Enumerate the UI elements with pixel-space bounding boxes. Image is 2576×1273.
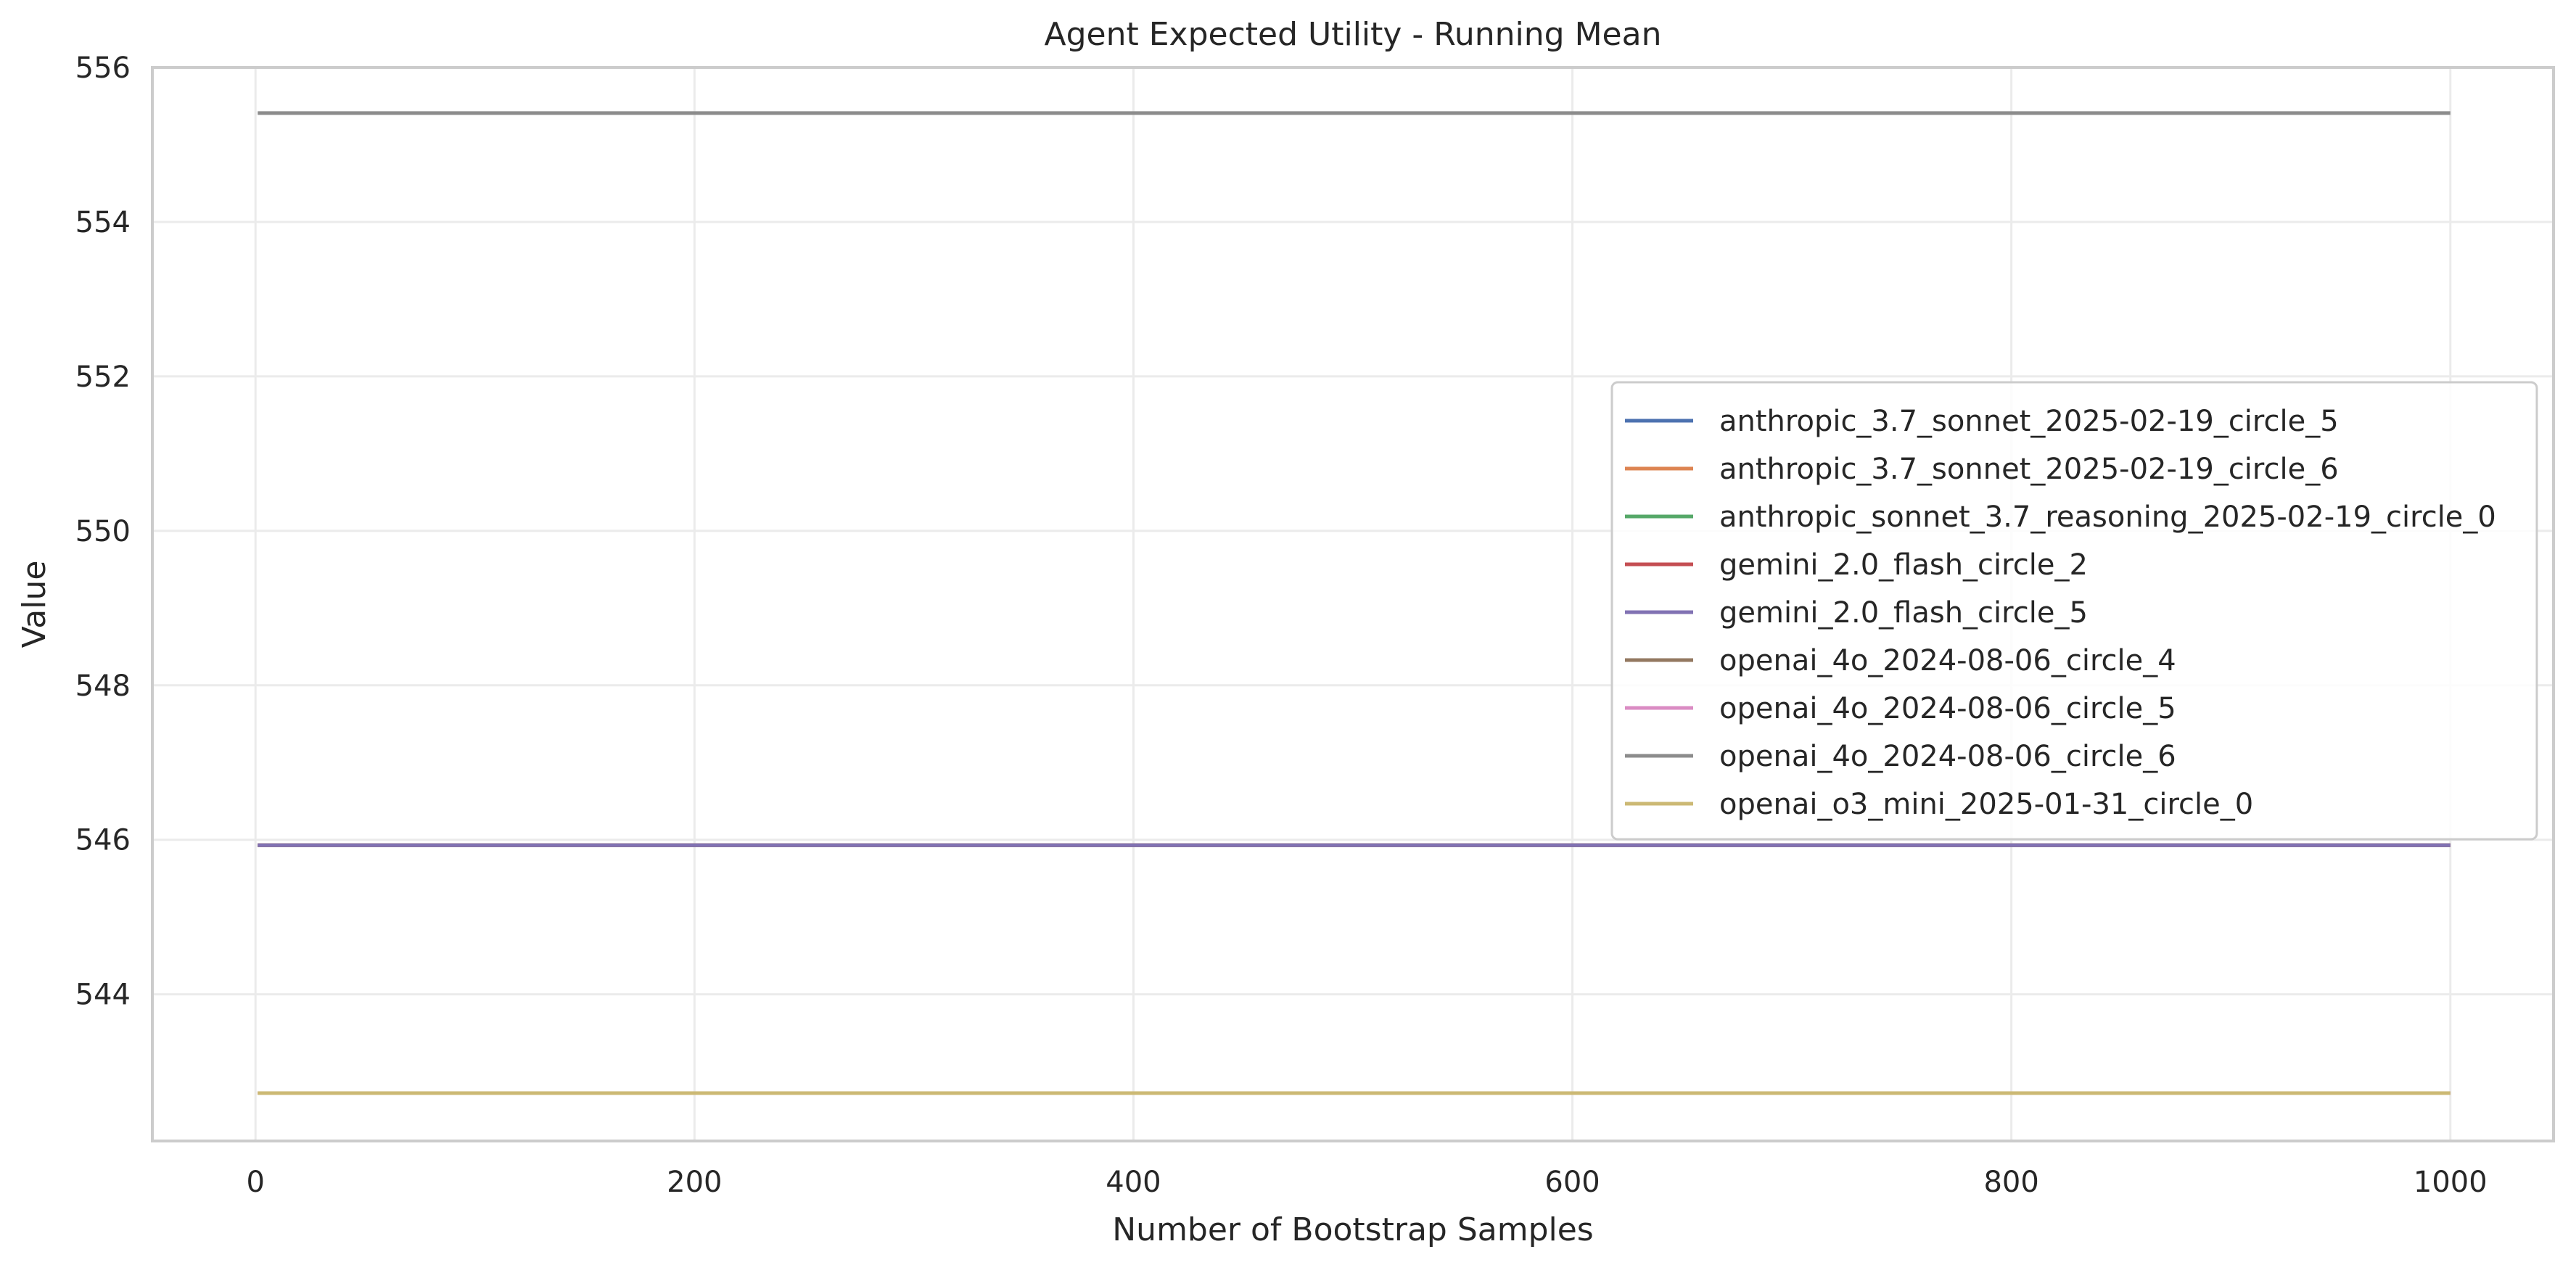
y-axis-label: Value (16, 561, 53, 648)
legend-entry-8: openai_o3_mini_2025-01-31_circle_0 (1719, 788, 2253, 821)
legend-entry-4: gemini_2.0_flash_circle_5 (1719, 596, 2088, 630)
y-tick-label-5: 554 (75, 206, 131, 239)
axis-ticks: 0 200 400 600 800 1000 544 546 548 550 552 554 556 (75, 52, 2487, 1199)
y-tick-label-6: 556 (75, 52, 131, 85)
x-tick-label-5: 1000 (2414, 1166, 2487, 1199)
legend-entry-7: openai_4o_2024-08-06_circle_6 (1719, 740, 2176, 773)
y-tick-label-0: 544 (75, 979, 131, 1012)
plot-frame (151, 66, 2555, 1142)
legend-entry-5: openai_4o_2024-08-06_circle_4 (1719, 644, 2176, 677)
series-lines (258, 111, 2451, 1095)
chart-title: Agent Expected Utility - Running Mean (1045, 16, 1662, 53)
legend-entry-3: gemini_2.0_flash_circle_2 (1719, 548, 2088, 582)
legend-entry-6: openai_4o_2024-08-06_circle_5 (1719, 692, 2176, 725)
legend: anthropic_3.7_sonnet_2025-02-19_circle_5… (1610, 381, 2538, 841)
x-tick-label-3: 600 (1544, 1166, 1600, 1199)
y-tick-label-2: 548 (75, 670, 131, 703)
y-tick-label-4: 552 (75, 361, 131, 394)
x-tick-label-2: 400 (1106, 1166, 1161, 1199)
x-axis-label: Number of Bootstrap Samples (1112, 1211, 1593, 1248)
y-tick-label-1: 546 (75, 824, 131, 857)
legend-entry-2: anthropic_sonnet_3.7_reasoning_2025-02-1… (1719, 500, 2496, 534)
legend-entry-1: anthropic_3.7_sonnet_2025-02-19_circle_6 (1719, 453, 2339, 486)
legend-entry-0: anthropic_3.7_sonnet_2025-02-19_circle_5 (1719, 405, 2339, 438)
x-tick-label-0: 0 (246, 1166, 264, 1199)
x-tick-label-1: 200 (667, 1166, 722, 1199)
legend-box (1610, 381, 2538, 841)
x-tick-label-4: 800 (1983, 1166, 2038, 1199)
y-tick-label-3: 550 (75, 515, 131, 548)
